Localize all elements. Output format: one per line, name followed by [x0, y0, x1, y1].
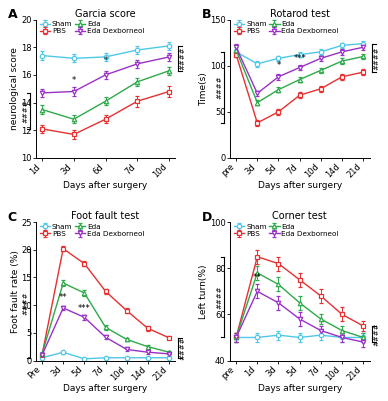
Text: ####: #### — [23, 99, 29, 123]
X-axis label: Days after surgery: Days after surgery — [258, 384, 342, 393]
Text: B: B — [202, 8, 211, 22]
Text: ####: #### — [374, 322, 380, 346]
Text: ***: *** — [78, 304, 91, 314]
X-axis label: Days after surgery: Days after surgery — [64, 181, 148, 190]
Y-axis label: Foot fault rate (%): Foot fault rate (%) — [10, 250, 20, 333]
Title: Garcia score: Garcia score — [75, 9, 136, 19]
Text: ####: #### — [180, 336, 186, 360]
Text: D: D — [202, 211, 212, 224]
X-axis label: Days after surgery: Days after surgery — [258, 181, 342, 190]
Title: Corner test: Corner test — [272, 211, 327, 221]
Text: *: * — [104, 56, 108, 65]
Text: ####: #### — [217, 286, 223, 309]
Text: **: ** — [253, 273, 262, 282]
Text: ####: #### — [374, 46, 380, 70]
Legend: Sham, PBS, Eda, Eda Dexborneol: Sham, PBS, Eda, Eda Dexborneol — [39, 223, 146, 238]
Text: *: * — [276, 61, 281, 70]
Text: ***: *** — [293, 54, 306, 63]
Text: ####: #### — [217, 76, 223, 99]
Y-axis label: Time(s): Time(s) — [199, 72, 208, 105]
Title: Rotarod test: Rotarod test — [270, 9, 330, 19]
Text: A: A — [8, 8, 17, 22]
Y-axis label: neurological score: neurological score — [10, 47, 19, 130]
Legend: Sham, PBS, Eda, Eda Dexborneol: Sham, PBS, Eda, Eda Dexborneol — [39, 20, 146, 35]
Y-axis label: Left turn(%): Left turn(%) — [199, 264, 208, 318]
Text: ####: #### — [180, 47, 186, 70]
Text: *: * — [72, 76, 76, 85]
Text: C: C — [8, 211, 17, 224]
Title: Foot fault test: Foot fault test — [71, 211, 140, 221]
Text: **: ** — [59, 294, 68, 302]
Legend: Sham, PBS, Eda, Eda Dexborneol: Sham, PBS, Eda, Eda Dexborneol — [233, 223, 340, 238]
Legend: Sham, PBS, Eda, Eda Dexborneol: Sham, PBS, Eda, Eda Dexborneol — [233, 20, 340, 35]
Text: ####: #### — [23, 292, 29, 315]
X-axis label: Days after surgery: Days after surgery — [64, 384, 148, 393]
